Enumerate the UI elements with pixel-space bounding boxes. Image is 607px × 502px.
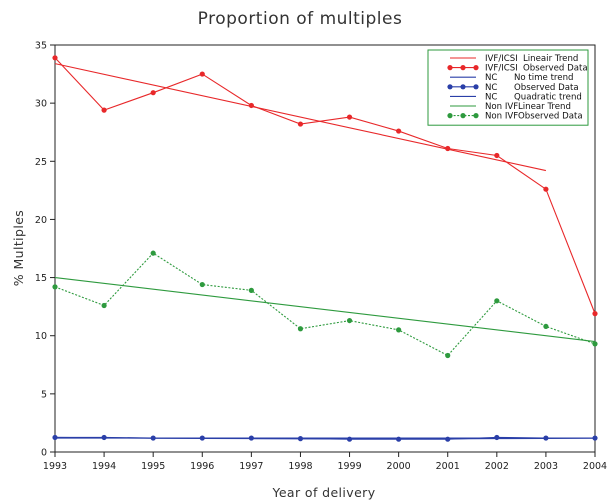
- data-point-ivf-icsi-observed-data: [101, 107, 107, 113]
- legend-label-group: NC: [485, 73, 497, 83]
- x-tick-label: 2004: [583, 461, 607, 472]
- x-tick-label: 2002: [485, 461, 509, 472]
- data-point-ivf-icsi-observed-data: [445, 145, 451, 152]
- y-tick-label: 10: [35, 331, 47, 342]
- data-point-ivf-icsi-observed-data: [248, 102, 254, 109]
- data-point-non-ivf-observed-data: [52, 284, 58, 290]
- data-point-ivf-icsi-observed-data: [52, 55, 58, 61]
- legend-label-desc: Observed Data: [514, 83, 579, 93]
- data-point-non-ivf-observed-data: [445, 352, 451, 359]
- legend-swatch-marker: [447, 84, 453, 90]
- data-point-non-ivf-observed-data: [592, 341, 598, 347]
- legend-label-group: IVF/ICSI: [485, 64, 518, 74]
- y-tick-label: 15: [35, 273, 47, 284]
- legend-swatch-marker: [460, 65, 466, 71]
- legend-label-desc: Observed Data: [518, 112, 583, 122]
- legend-swatch-marker: [460, 113, 466, 119]
- data-point-non-ivf-observed-data: [346, 317, 353, 324]
- y-axis-label: % Multiples: [11, 210, 26, 286]
- series-line-non-ivf-observed-data: [54, 252, 596, 357]
- y-tick-label: 25: [35, 157, 47, 168]
- data-point-nc-observed-data: [248, 435, 254, 441]
- legend-swatch-marker: [473, 84, 479, 90]
- series-line-nc-quadratic-trend: [54, 436, 596, 440]
- legend: IVF/ICSI Lineair Trend IVF/ICSI Observed Da…: [427, 49, 589, 126]
- legend-swatch-marker: [473, 113, 479, 119]
- legend-label-desc: Lineair Trend: [523, 54, 578, 64]
- x-tick-label: 1995: [141, 461, 165, 472]
- data-point-non-ivf-observed-data: [396, 327, 402, 333]
- legend-label-desc: Quadratic trend: [514, 92, 582, 102]
- legend-label-group: NC: [485, 83, 497, 93]
- x-axis-label: Year of delivery: [271, 485, 375, 500]
- y-tick-label: 5: [41, 389, 47, 400]
- y-tick-label: 35: [35, 41, 47, 52]
- legend-swatch-marker: [447, 113, 453, 119]
- legend-swatch-marker: [473, 65, 479, 71]
- series-line-non-ivf-linear-trend: [54, 277, 596, 343]
- data-point-non-ivf-observed-data: [494, 298, 500, 304]
- data-point-ivf-icsi-observed-data: [592, 311, 598, 317]
- plot-area: 0 5 10 15 20 25 30 35 1993 1994 1995 1996 1997 1998 19…: [35, 41, 607, 473]
- data-point-ivf-icsi-observed-data: [297, 121, 304, 127]
- legend-label-group: Non IVF: [485, 102, 518, 112]
- legend-box: [427, 49, 589, 126]
- x-tick-label: 2000: [387, 461, 411, 472]
- series-line-ivf-icsi-lineair-trend: [54, 63, 547, 172]
- x-tick-label: 1997: [239, 461, 263, 472]
- data-point-nc-observed-data: [494, 434, 500, 441]
- data-point-nc-observed-data: [592, 435, 598, 441]
- data-point-ivf-icsi-observed-data: [150, 90, 156, 96]
- legend-label-desc: No time trend: [514, 73, 573, 83]
- legend-swatch-marker: [460, 84, 466, 90]
- x-tick-label: 2001: [436, 461, 460, 472]
- data-point-non-ivf-observed-data: [297, 326, 304, 332]
- data-point-non-ivf-observed-data: [543, 323, 549, 330]
- legend-swatch-marker: [447, 65, 453, 71]
- legend-label-group: IVF/ICSI: [485, 54, 518, 64]
- x-tick-label: 1994: [92, 461, 116, 472]
- data-point-non-ivf-observed-data: [150, 250, 156, 256]
- legend-label-group: Non IVF: [485, 112, 518, 122]
- y-tick-label: 0: [41, 448, 47, 459]
- legend-label-desc: Linear Trend: [518, 102, 571, 112]
- legend-label-desc: Observed Data: [523, 64, 588, 74]
- y-tick-label: 20: [35, 215, 47, 226]
- data-point-ivf-icsi-observed-data: [494, 152, 500, 159]
- x-tick-label: 1998: [288, 461, 312, 472]
- chart-title: Proportion of multiples: [198, 9, 403, 29]
- data-point-ivf-icsi-observed-data: [543, 186, 549, 192]
- data-point-non-ivf-observed-data: [248, 287, 254, 293]
- plot-frame: [54, 44, 596, 453]
- data-point-non-ivf-observed-data: [199, 281, 205, 288]
- data-point-ivf-icsi-observed-data: [396, 128, 402, 134]
- x-tick-label: 1993: [43, 461, 67, 472]
- data-point-non-ivf-observed-data: [101, 302, 107, 309]
- y-tick-label: 30: [35, 99, 47, 110]
- x-tick-label: 2003: [534, 461, 558, 472]
- series-line-ivf-icsi-observed-data: [54, 57, 596, 314]
- x-tick-label: 1996: [190, 461, 214, 472]
- x-tick-label: 1999: [337, 461, 361, 472]
- legend-label-group: NC: [485, 92, 497, 102]
- data-point-ivf-icsi-observed-data: [346, 114, 353, 120]
- data-point-ivf-icsi-observed-data: [199, 71, 205, 77]
